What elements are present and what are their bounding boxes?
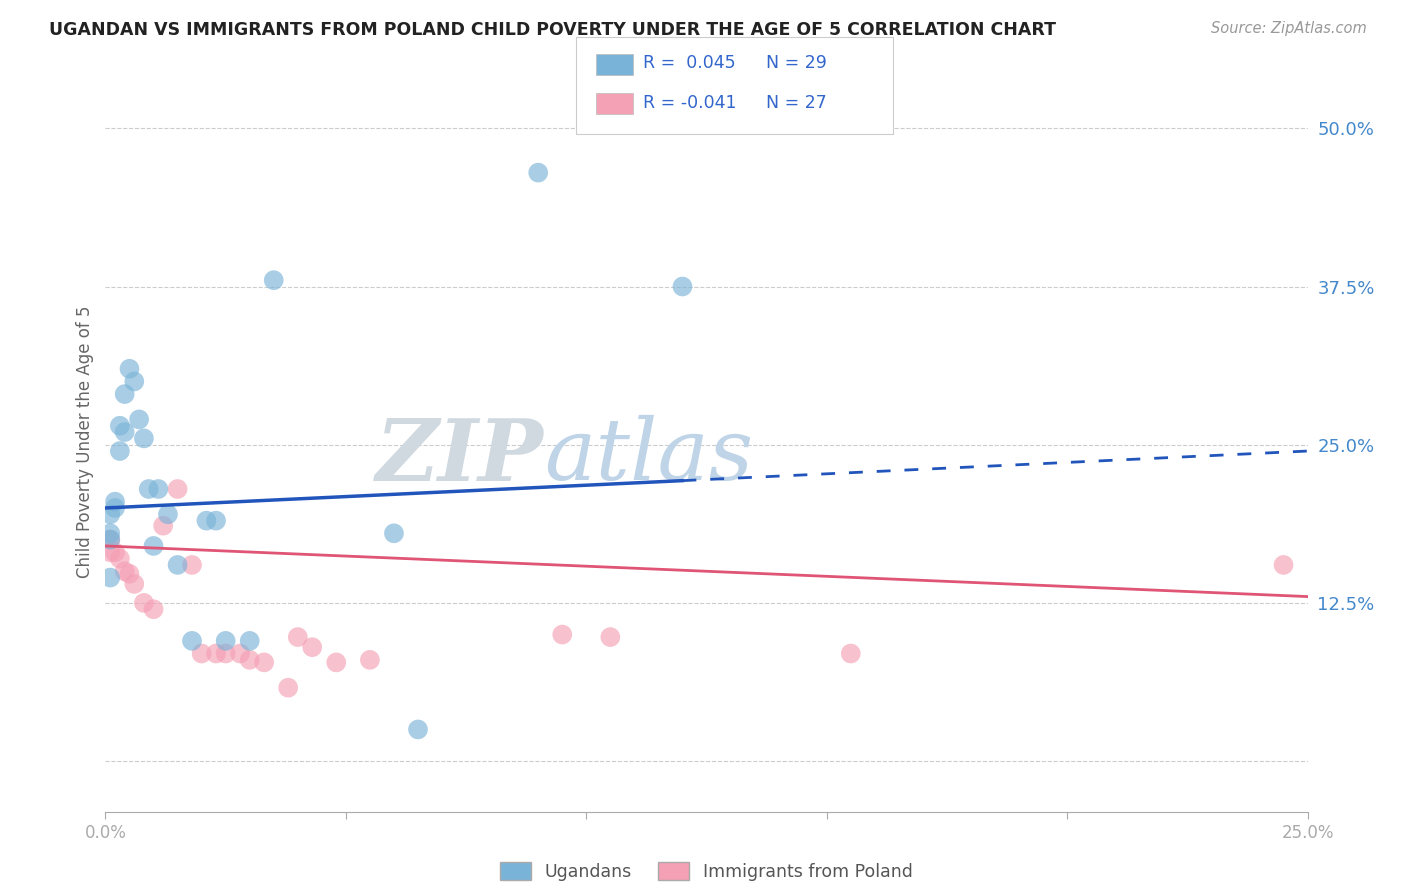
Point (406, 723, 429, 737)
Text: R =  0.045: R = 0.045 (643, 54, 735, 72)
Point (1272, 558, 1295, 572)
Point (118, 566, 141, 581)
Point (118, 361, 141, 376)
Point (104, 494, 127, 508)
Point (839, 647, 862, 661)
Point (108, 418, 131, 433)
Point (142, 602, 165, 616)
Point (263, 273, 285, 287)
Point (205, 647, 228, 661)
Point (277, 681, 299, 695)
Point (166, 558, 188, 572)
Point (181, 558, 204, 572)
Point (128, 412, 150, 426)
Point (527, 166, 550, 180)
Point (599, 630, 621, 644)
Point (301, 640, 323, 655)
Point (132, 596, 155, 610)
Point (205, 514, 228, 528)
Point (114, 425, 136, 439)
Point (181, 633, 204, 648)
Point (229, 647, 252, 661)
Point (359, 653, 381, 667)
Point (114, 387, 136, 401)
Point (325, 656, 347, 670)
Text: ZIP: ZIP (377, 415, 544, 498)
Point (104, 545, 127, 559)
Point (98, 571, 121, 585)
Point (152, 518, 174, 533)
Point (114, 564, 136, 578)
Point (239, 653, 262, 667)
Point (156, 508, 179, 522)
Point (382, 526, 405, 541)
Point (108, 444, 131, 458)
Point (124, 577, 146, 591)
Point (98, 533, 121, 547)
Point (104, 500, 127, 515)
Text: atlas: atlas (544, 415, 754, 498)
Point (138, 482, 160, 496)
Point (195, 514, 218, 528)
Point (190, 647, 212, 661)
Text: N = 27: N = 27 (766, 94, 827, 112)
Point (551, 627, 574, 641)
Point (132, 431, 155, 445)
Point (98, 526, 121, 541)
Point (671, 279, 693, 293)
Point (108, 551, 131, 566)
Point (98, 533, 121, 547)
Text: Source: ZipAtlas.com: Source: ZipAtlas.com (1211, 21, 1367, 36)
Text: N = 29: N = 29 (766, 54, 827, 72)
Point (253, 656, 276, 670)
Point (239, 633, 262, 648)
Legend: Ugandans, Immigrants from Poland: Ugandans, Immigrants from Poland (494, 855, 920, 888)
Point (98, 545, 121, 559)
Point (287, 630, 309, 644)
Text: R = -0.041: R = -0.041 (643, 94, 737, 112)
Text: UGANDAN VS IMMIGRANTS FROM POLAND CHILD POVERTY UNDER THE AGE OF 5 CORRELATION C: UGANDAN VS IMMIGRANTS FROM POLAND CHILD … (49, 21, 1056, 38)
Point (214, 647, 236, 661)
Point (148, 482, 170, 496)
Point (98, 508, 121, 522)
Point (124, 375, 146, 389)
Point (142, 539, 165, 553)
Point (214, 633, 236, 648)
Y-axis label: Child Poverty Under the Age of 5: Child Poverty Under the Age of 5 (76, 305, 94, 578)
Point (166, 482, 188, 496)
